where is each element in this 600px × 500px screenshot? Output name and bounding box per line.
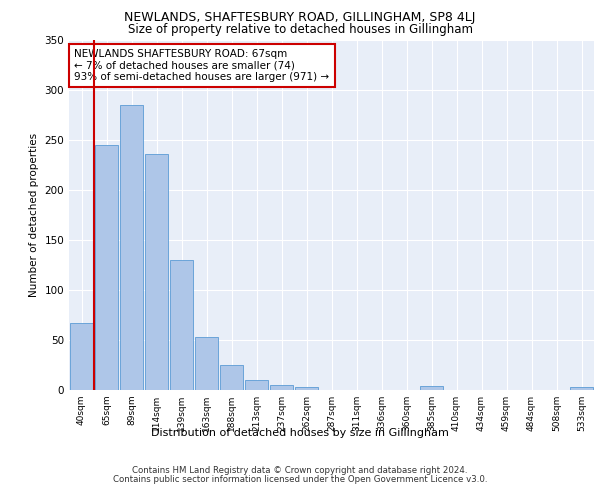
Bar	[170, 260, 193, 390]
Bar	[70, 323, 93, 390]
Text: NEWLANDS SHAFTESBURY ROAD: 67sqm
← 7% of detached houses are smaller (74)
93% of: NEWLANDS SHAFTESBURY ROAD: 67sqm ← 7% of…	[74, 49, 329, 82]
Text: Distribution of detached houses by size in Gillingham: Distribution of detached houses by size …	[151, 428, 449, 438]
Bar	[120, 105, 143, 390]
Y-axis label: Number of detached properties: Number of detached properties	[29, 133, 39, 297]
Bar	[570, 387, 593, 390]
Text: Contains public sector information licensed under the Open Government Licence v3: Contains public sector information licen…	[113, 475, 487, 484]
Text: NEWLANDS, SHAFTESBURY ROAD, GILLINGHAM, SP8 4LJ: NEWLANDS, SHAFTESBURY ROAD, GILLINGHAM, …	[124, 12, 476, 24]
Bar	[245, 380, 268, 390]
Bar	[95, 145, 118, 390]
Bar	[420, 386, 443, 390]
Bar	[195, 337, 218, 390]
Text: Contains HM Land Registry data © Crown copyright and database right 2024.: Contains HM Land Registry data © Crown c…	[132, 466, 468, 475]
Text: Size of property relative to detached houses in Gillingham: Size of property relative to detached ho…	[128, 22, 473, 36]
Bar	[270, 385, 293, 390]
Bar	[295, 387, 318, 390]
Bar	[145, 154, 168, 390]
Bar	[220, 365, 243, 390]
